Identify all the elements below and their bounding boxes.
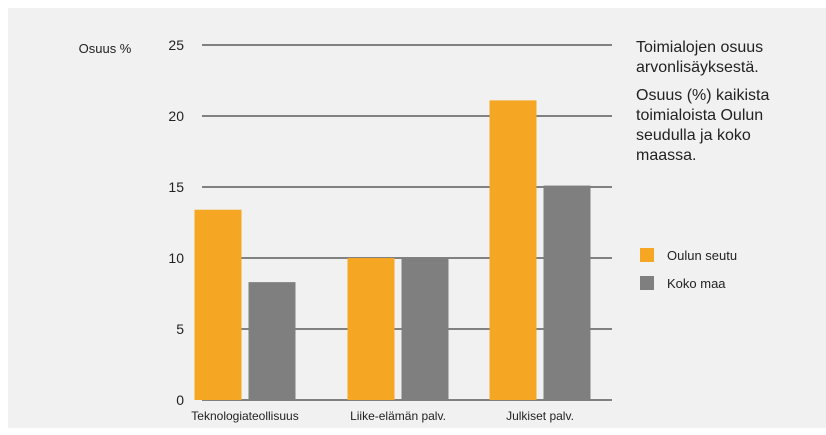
bar-koko-maa-2 xyxy=(543,185,591,400)
y-tick-label: 5 xyxy=(176,321,184,337)
legend: Oulun seutu Koko maa xyxy=(640,246,737,302)
y-tick-label: 25 xyxy=(168,37,184,53)
y-tick-label: 15 xyxy=(168,179,184,195)
bar-oulun-seutu-1 xyxy=(347,258,395,400)
legend-label-koko-maa: Koko maa xyxy=(667,275,726,291)
y-tick-label: 20 xyxy=(168,108,184,124)
bar-koko-maa-0 xyxy=(248,282,296,400)
bars xyxy=(194,100,591,400)
legend-swatch-koko-maa xyxy=(640,276,654,290)
legend-item-oulun-seutu: Oulun seutu xyxy=(640,246,737,264)
bar-oulun-seutu-2 xyxy=(489,100,537,400)
chart-side-title: Toimialojen osuus arvonlisäyksestä. xyxy=(636,39,764,76)
bar-koko-maa-1 xyxy=(401,258,449,400)
y-axis-label: Osuus % xyxy=(79,41,132,56)
legend-label-oulun-seutu: Oulun seutu xyxy=(667,247,738,263)
chart-side-text: Osuus (%) kaikista toimialoista Oulun se… xyxy=(636,87,770,164)
legend-swatch-oulun-seutu xyxy=(640,248,654,262)
bar-oulun-seutu-0 xyxy=(194,209,242,400)
x-tick-labels: Teknologiateollisuus Liike-elämän palv. Ju… xyxy=(191,409,574,423)
chart-description: Toimialojen osuus arvonlisäyksestä. Osuu… xyxy=(636,38,811,174)
y-tick-label: 0 xyxy=(176,392,184,408)
legend-item-koko-maa: Koko maa xyxy=(640,274,737,292)
y-tick-labels: 0 5 10 15 20 25 xyxy=(168,37,184,408)
y-tick-label: 10 xyxy=(168,250,184,266)
x-tick-label: Liike-elämän palv. xyxy=(350,409,446,423)
x-tick-label: Julkiset palv. xyxy=(506,409,574,423)
x-tick-label: Teknologiateollisuus xyxy=(191,409,298,423)
